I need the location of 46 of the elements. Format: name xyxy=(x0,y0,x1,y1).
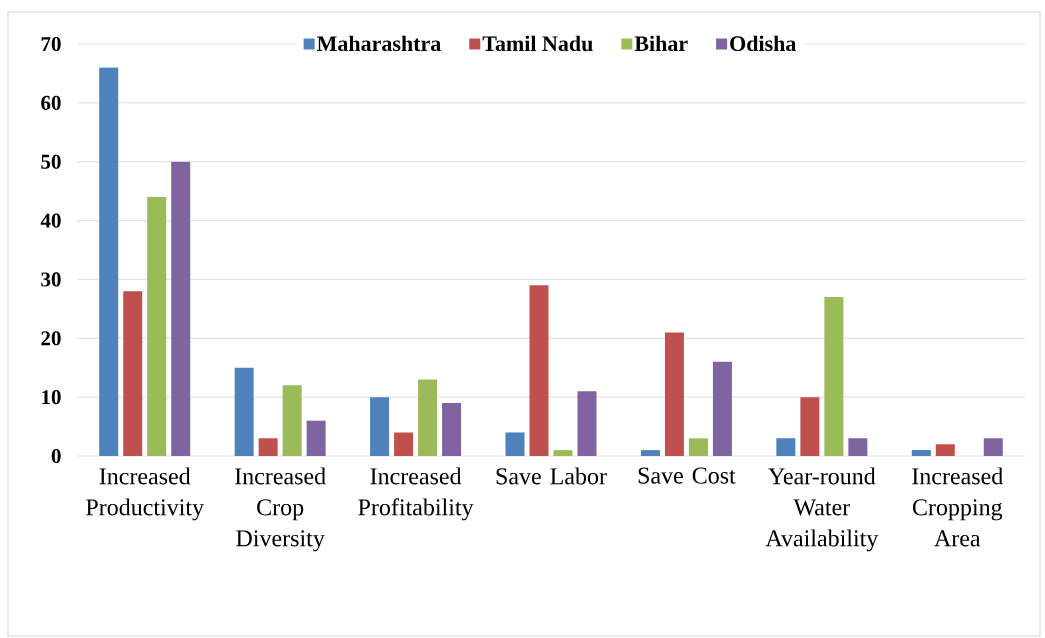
bar xyxy=(171,161,191,456)
x-tick-label: Year-round Water Availability xyxy=(765,467,879,552)
legend-label: Odisha xyxy=(730,35,797,52)
bar xyxy=(553,450,573,456)
x-tick-label: Increased Crop Diversity xyxy=(235,467,326,552)
bar xyxy=(712,361,732,456)
y-tick-label: 70 xyxy=(41,36,61,52)
bar xyxy=(418,379,438,456)
bar xyxy=(147,197,167,456)
bar xyxy=(282,385,302,456)
x-tick-label: Save Cost xyxy=(638,467,736,484)
bar xyxy=(306,420,326,456)
bar xyxy=(505,432,525,456)
x-tick-label: Increased Profitability xyxy=(358,467,474,521)
x-tick-label: Increased Cropping Area xyxy=(912,467,1003,547)
bar xyxy=(664,332,684,456)
y-tick-label: 60 xyxy=(41,95,61,110)
bar xyxy=(688,438,708,456)
bar xyxy=(776,438,796,456)
bar xyxy=(911,450,931,456)
bar xyxy=(848,438,868,456)
bar xyxy=(800,397,820,456)
y-tick-label: 20 xyxy=(41,331,61,346)
y-tick-label: 40 xyxy=(40,213,61,228)
legend-label: Maharashtra xyxy=(317,35,441,52)
bar xyxy=(370,397,390,456)
bar xyxy=(935,444,955,456)
bar xyxy=(234,367,254,456)
bar xyxy=(394,432,414,456)
bar xyxy=(99,67,119,456)
bar xyxy=(123,291,143,456)
bar xyxy=(258,438,278,456)
bar xyxy=(640,450,660,456)
y-tick-label: 10 xyxy=(42,390,61,405)
x-tick-label: Increased Productivity xyxy=(86,467,204,521)
y-tick-label: 50 xyxy=(41,154,61,169)
bar xyxy=(577,391,597,456)
bar xyxy=(442,403,462,456)
bar xyxy=(983,438,1003,456)
y-tick-label: 0 xyxy=(51,448,61,464)
x-tick-label: Save Labor xyxy=(496,467,607,485)
y-tick-label: 30 xyxy=(41,272,61,287)
legend-label: Bihar xyxy=(634,35,688,52)
bar xyxy=(824,297,844,456)
bar xyxy=(529,285,549,456)
legend-label: Tamil Nadu xyxy=(482,35,593,52)
